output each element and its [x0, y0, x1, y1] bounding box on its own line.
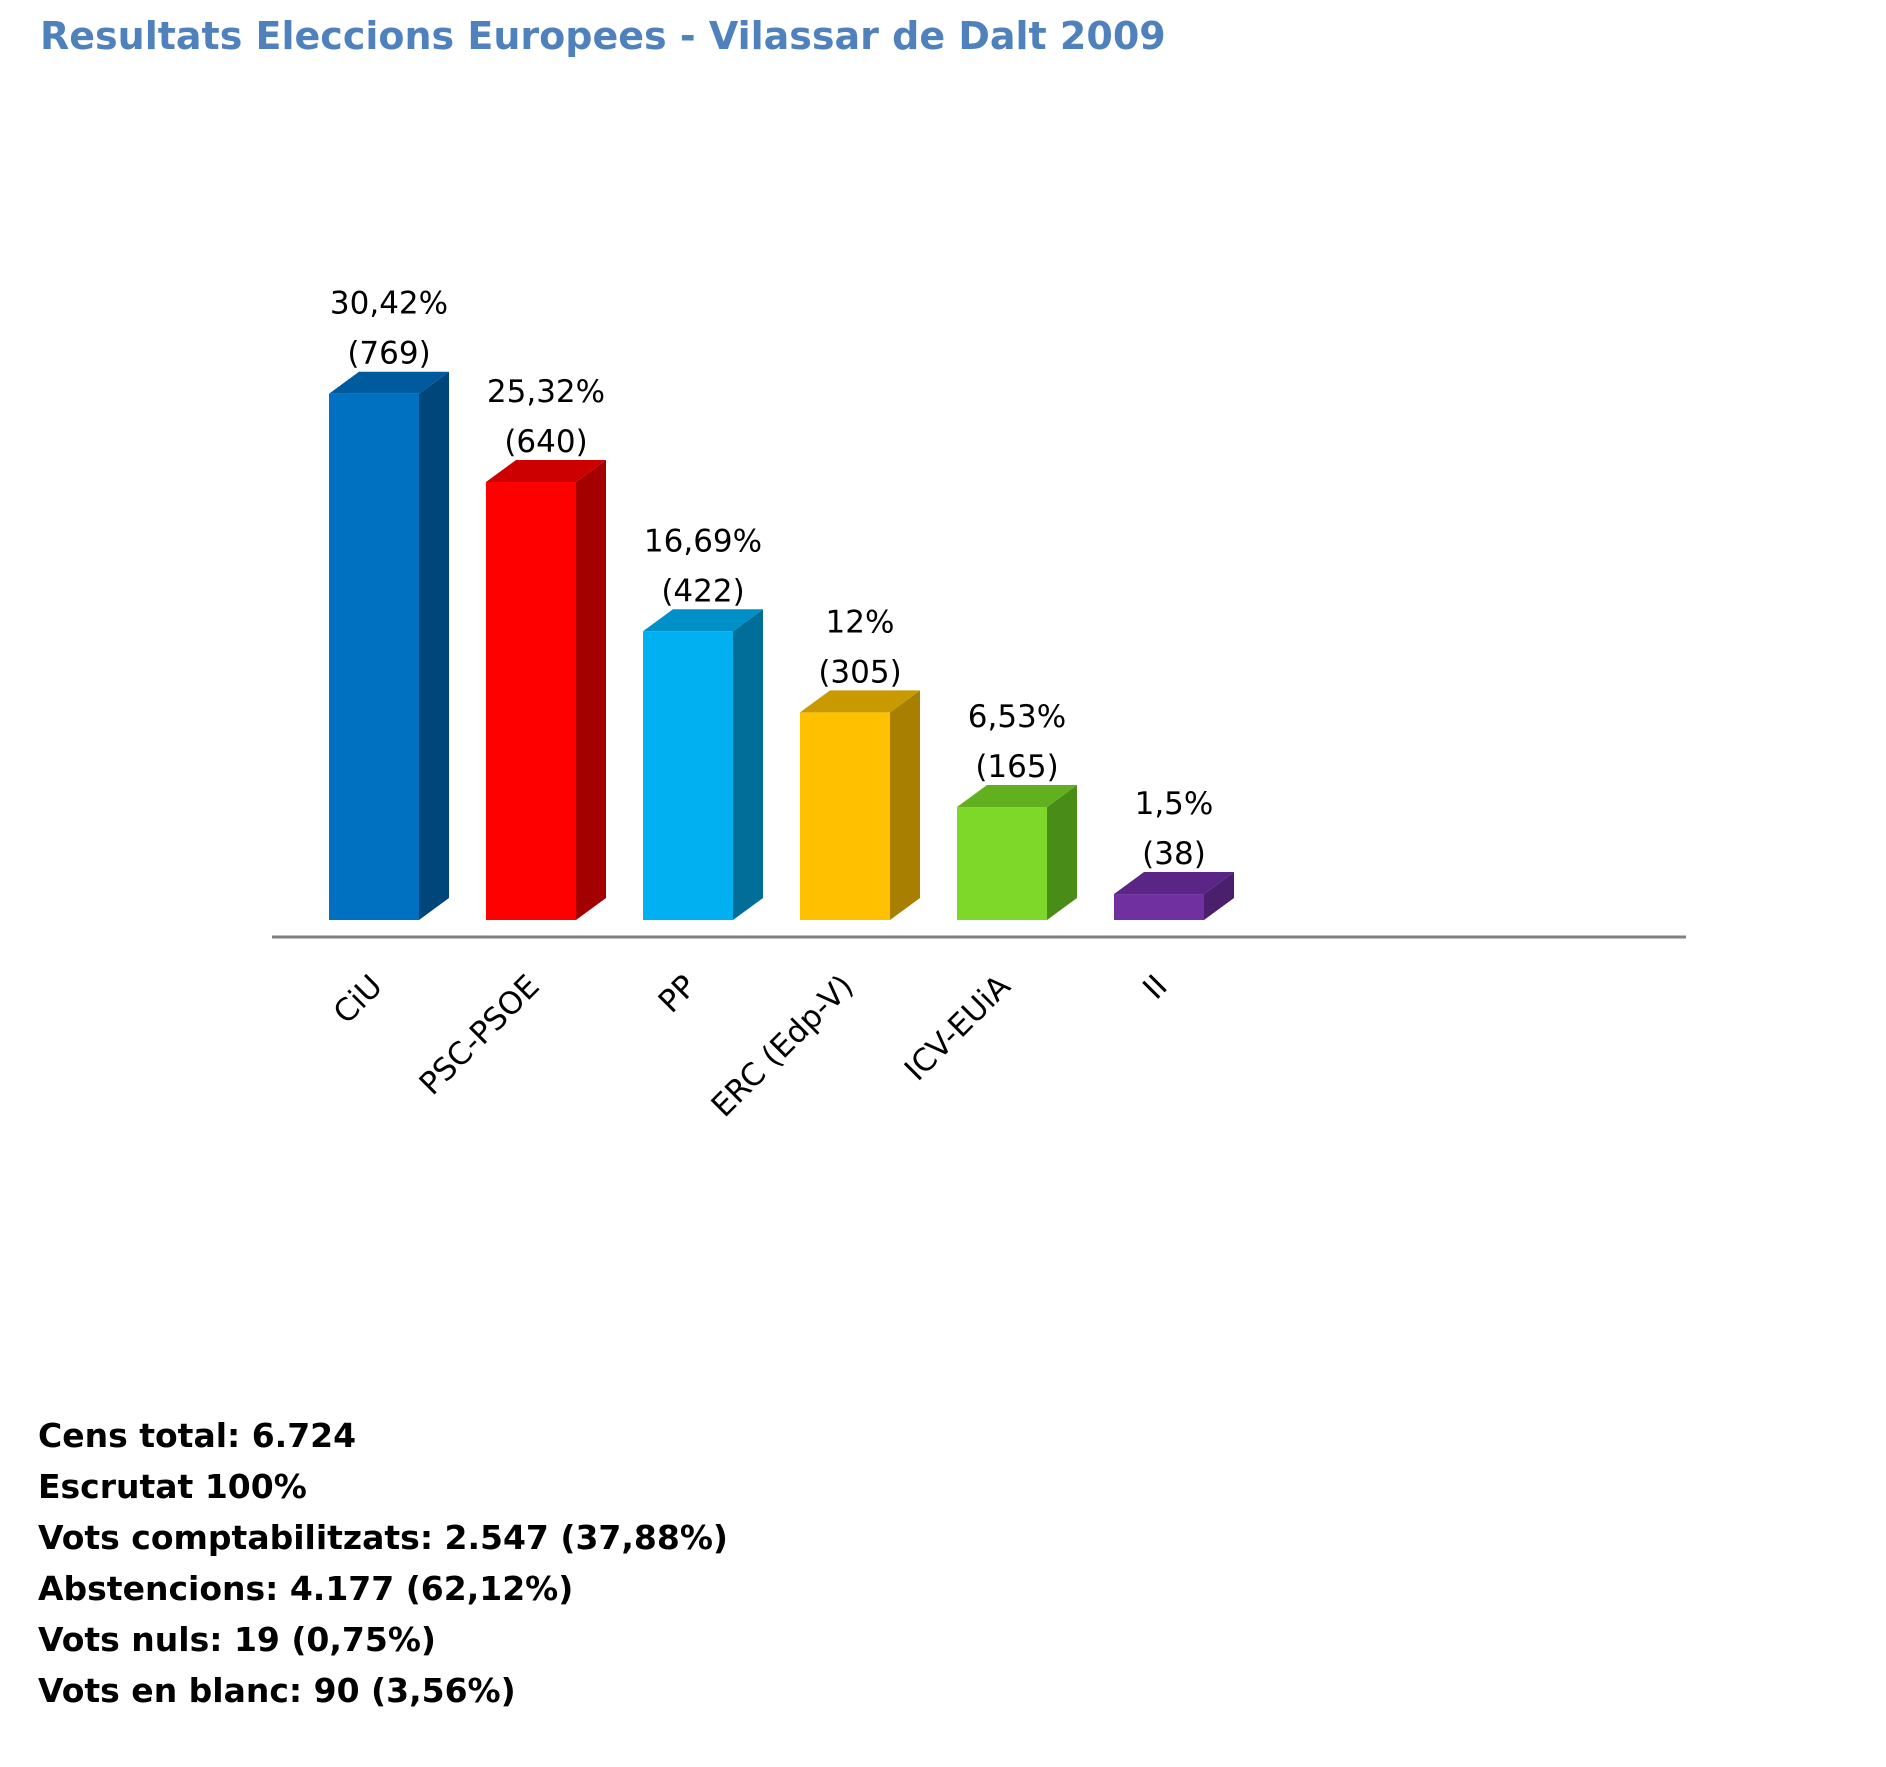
bar-top — [643, 609, 763, 632]
bar-front — [1114, 894, 1204, 920]
bar-icv-euia — [957, 785, 1077, 920]
category-label: ERC (Edp-V) — [705, 968, 861, 1124]
data-label-votes: (422) — [661, 573, 744, 609]
stat-cens-total: Cens total: 6.724 — [38, 1416, 357, 1455]
bar-chart: 30,42% (769) CiU 25,32% (640) PSC-PSOE 16,69% (… — [272, 286, 1686, 1124]
data-label-votes: (38) — [1142, 836, 1206, 872]
bar-ii — [1114, 872, 1234, 920]
data-label-percent: 16,69% — [644, 523, 762, 559]
data-label-percent: 1,5% — [1135, 786, 1214, 822]
category-label: PP — [652, 968, 704, 1020]
data-label-percent: 12% — [826, 604, 895, 640]
stats-list: Cens total: 6.724 Escrutat 100% Vots com… — [38, 1410, 728, 1716]
bar-top — [957, 785, 1077, 808]
bar-front — [329, 393, 419, 920]
bar-psc-psoe — [486, 459, 606, 920]
category-label: ICV-EUiA — [898, 968, 1018, 1088]
bar-side — [733, 609, 763, 920]
stat-vots-en-blanc: Vots en blanc: 90 (3,56%) — [38, 1671, 516, 1710]
category-label: CiU — [327, 968, 390, 1031]
bar-front — [643, 631, 733, 920]
bar-ciu — [329, 371, 449, 920]
data-label-votes: (305) — [818, 654, 901, 690]
bar-side — [1204, 872, 1234, 920]
bar-front — [957, 807, 1047, 920]
data-label-votes: (640) — [504, 424, 587, 460]
bar-side — [1047, 785, 1077, 920]
bar-side — [576, 459, 606, 920]
category-label: II — [1136, 968, 1174, 1006]
data-label-percent: 30,42% — [330, 286, 448, 322]
bar-front — [486, 481, 576, 920]
chart-title: Resultats Eleccions Europees - Vilassar … — [40, 14, 1166, 58]
data-label-votes: (769) — [347, 336, 430, 372]
bar-pp — [643, 609, 763, 920]
bar-side — [419, 371, 449, 920]
data-label-percent: 6,53% — [968, 699, 1066, 735]
data-label-votes: (165) — [975, 749, 1058, 785]
bar-top — [486, 459, 606, 482]
category-label: PSC-PSOE — [413, 968, 547, 1102]
bar-front — [800, 712, 890, 920]
bar-top — [1114, 872, 1234, 895]
stat-abstencions: Abstencions: 4.177 (62,12%) — [38, 1569, 574, 1608]
bar-side — [890, 690, 920, 920]
stat-vots-nuls: Vots nuls: 19 (0,75%) — [38, 1620, 436, 1659]
stat-escrutat: Escrutat 100% — [38, 1467, 307, 1506]
bar-top — [329, 371, 449, 394]
bar-erc-edp-v — [800, 690, 920, 920]
data-label-percent: 25,32% — [487, 374, 605, 410]
stat-vots-comptabilitzats: Vots comptabilitzats: 2.547 (37,88%) — [38, 1518, 728, 1557]
bar-top — [800, 690, 920, 713]
